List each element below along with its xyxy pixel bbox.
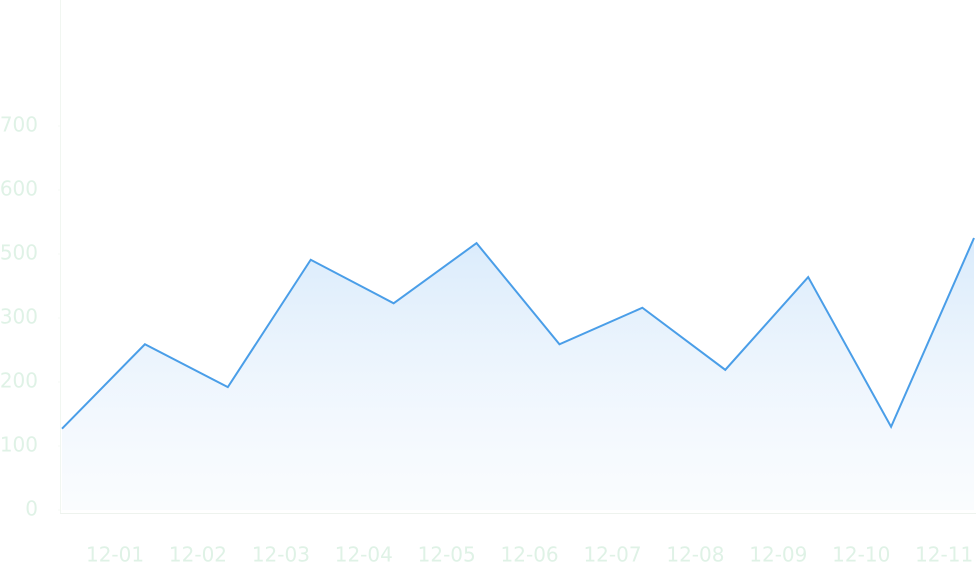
x-tick-label: 12-05 [418,543,476,567]
x-tick-label: 12-11 [915,543,973,567]
y-tick-label: 700 [0,113,38,137]
y-tick-label: 200 [0,369,38,393]
area-fill [62,238,974,510]
x-tick-label: 12-08 [666,543,724,567]
y-tick-label: 500 [0,241,38,265]
y-tick-label: 600 [0,177,38,201]
x-tick-label: 12-06 [501,543,559,567]
x-tick-label: 12-07 [583,543,641,567]
x-tick-label: 12-02 [169,543,227,567]
x-tick-label: 12-03 [252,543,310,567]
x-tick-label: 12-01 [86,543,144,567]
x-tick-label: 12-09 [749,543,807,567]
line [61,237,975,430]
y-tick-label: 100 [0,433,38,457]
x-tick-label: 12-10 [832,543,890,567]
y-tick-label: 300 [0,305,38,329]
y-tick-label: 0 [25,497,38,521]
x-tick-label: 12-04 [335,543,393,567]
